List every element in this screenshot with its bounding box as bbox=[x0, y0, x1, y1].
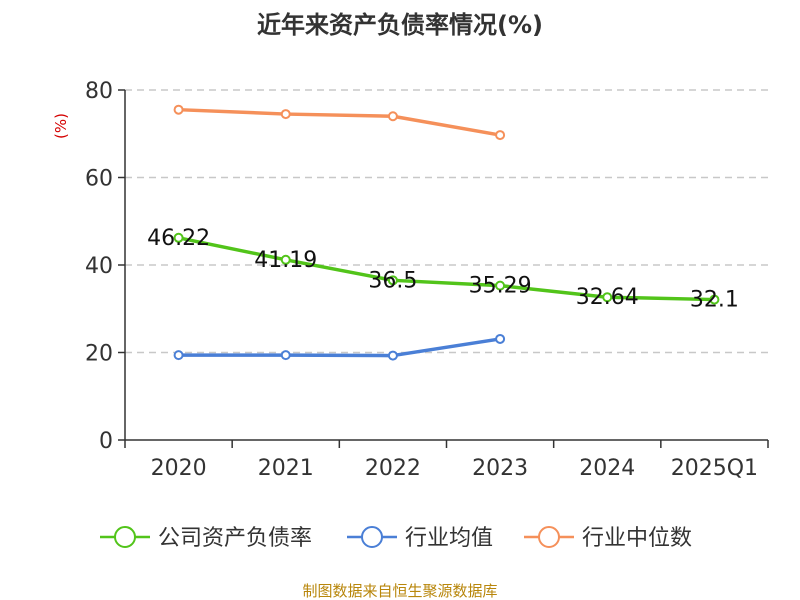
series-lines bbox=[173, 104, 720, 361]
legend-marker bbox=[114, 526, 136, 548]
data-point bbox=[280, 254, 291, 265]
x-tick-label: 2023 bbox=[472, 456, 528, 481]
data-label: 32.64 bbox=[576, 285, 639, 310]
legend-label: 行业均值 bbox=[405, 526, 493, 551]
data-point bbox=[495, 333, 506, 344]
legend: 公司资产负债率 行业均值 行业中位数 bbox=[100, 526, 692, 551]
y-axis-unit-label: (%) bbox=[52, 113, 70, 139]
data-point bbox=[173, 350, 184, 361]
x-tick-label: 2020 bbox=[151, 456, 207, 481]
source-note: 制图数据来自恒生聚源数据库 bbox=[302, 582, 497, 600]
series-line bbox=[176, 337, 502, 358]
legend-label: 行业中位数 bbox=[582, 526, 692, 551]
x-tick-label: 2021 bbox=[258, 456, 314, 481]
data-point bbox=[709, 294, 720, 305]
y-tick-label: 60 bbox=[85, 167, 113, 192]
data-label: 46.22 bbox=[147, 226, 210, 251]
data-point bbox=[387, 350, 398, 361]
data-point bbox=[387, 275, 398, 286]
data-label: 41.19 bbox=[254, 248, 317, 273]
data-point bbox=[495, 280, 506, 291]
y-tick-label: 0 bbox=[99, 429, 113, 454]
x-tick-label: 2022 bbox=[365, 456, 421, 481]
legend-marker bbox=[361, 526, 383, 548]
series-line bbox=[176, 236, 717, 302]
data-label: 36.5 bbox=[368, 268, 417, 293]
data-labels: 46.22 41.19 36.5 35.29 32.64 32.1 bbox=[147, 226, 739, 313]
x-tick-label: 2024 bbox=[579, 456, 635, 481]
grid-lines bbox=[125, 89, 768, 354]
data-point bbox=[173, 232, 184, 243]
axes: 0 20 40 60 80 2020 2021 2022 2023 2024 2025Q1 bbox=[85, 79, 769, 481]
legend-label: 公司资产负债率 bbox=[158, 526, 312, 551]
data-point bbox=[602, 292, 613, 303]
legend-marker bbox=[538, 526, 560, 548]
data-label: 35.29 bbox=[469, 274, 532, 299]
chart-title: 近年来资产负债率情况(%) bbox=[257, 11, 543, 39]
data-point bbox=[280, 109, 291, 120]
y-tick-label: 40 bbox=[85, 254, 113, 279]
data-point bbox=[173, 104, 184, 115]
data-label: 32.1 bbox=[690, 288, 739, 313]
series-line bbox=[176, 107, 502, 137]
y-tick-label: 80 bbox=[85, 79, 113, 104]
x-tick-label: 2025Q1 bbox=[671, 456, 758, 481]
data-point bbox=[495, 130, 506, 141]
y-tick-label: 20 bbox=[85, 342, 113, 367]
data-point bbox=[280, 350, 291, 361]
data-point bbox=[387, 111, 398, 122]
